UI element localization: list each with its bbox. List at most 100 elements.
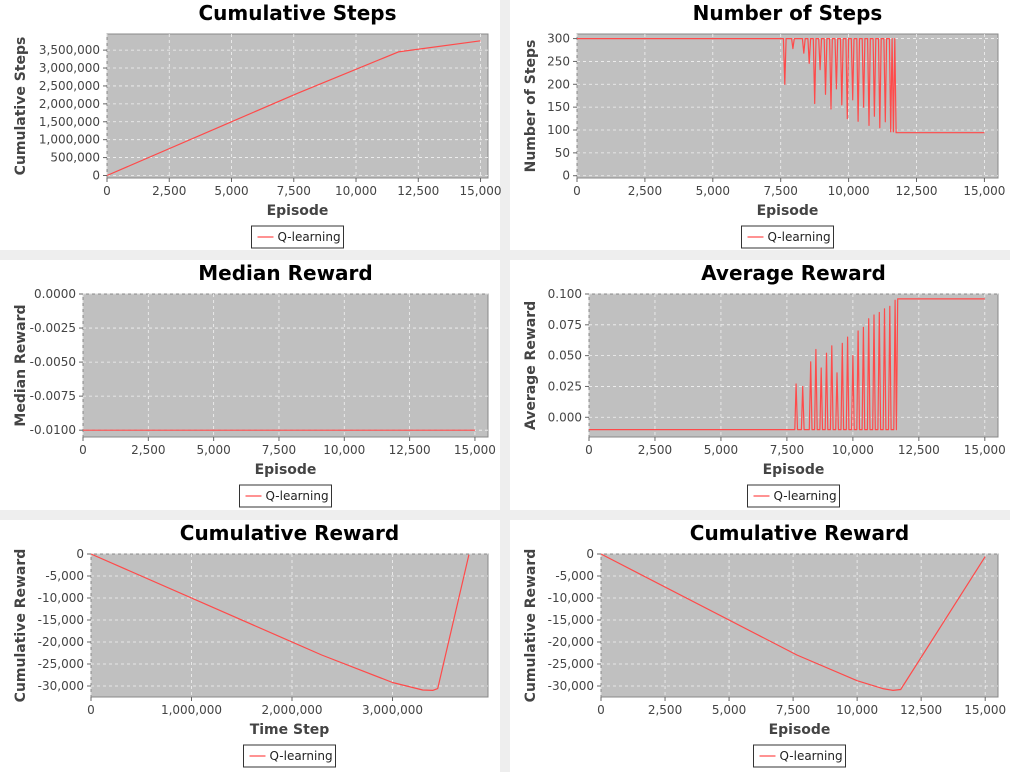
chart-svg: Cumulative Steps 0 2,500 5,000 7,500 10,000 12… — [13, 1, 502, 249]
chart-panel: Number of Steps 0 2,500 5,000 7,500 10,000 12,… — [510, 0, 1010, 250]
x-axis-label: Episode — [267, 203, 329, 219]
plot-area — [588, 293, 999, 438]
chart-svg: Cumulative Reward 0 2,500 5,000 7,500 10,000 1… — [523, 521, 1006, 768]
y-tick-label: -15,000 — [38, 613, 84, 627]
x-tick-label: 2,000,000 — [261, 703, 322, 717]
x-tick-label: 2,500 — [131, 443, 165, 457]
y-tick-label: 2,000,000 — [39, 97, 100, 111]
chart-svg: Number of Steps 0 2,500 5,000 7,500 10,000 12,… — [523, 1, 1005, 249]
y-tick-label: 0 — [562, 169, 570, 183]
x-tick-label: 5,000 — [704, 443, 738, 457]
legend-label: Q-learning — [768, 230, 831, 244]
chart-panel: Average Reward 0 2,500 5,000 7,500 10,000 12,5… — [510, 260, 1010, 510]
y-tick-label: 300 — [547, 32, 570, 46]
x-tick-label: 10,000 — [828, 184, 870, 198]
x-tick-label: 12,500 — [389, 443, 431, 457]
x-axis-label: Episode — [763, 462, 825, 478]
x-tick-label: 12,500 — [898, 443, 940, 457]
y-axis-label: Cumulative Steps — [13, 37, 29, 176]
chart-panel: Median Reward 0 2,500 5,000 7,500 10,000 12,50… — [0, 260, 500, 510]
y-tick-label: -5,000 — [45, 569, 84, 583]
y-tick-label: 500,000 — [50, 151, 100, 165]
x-tick-label: 7,500 — [770, 443, 804, 457]
x-axis-label: Time Step — [250, 722, 330, 738]
y-tick-label: 200 — [547, 77, 570, 91]
y-tick-label: 0.0000 — [34, 287, 76, 301]
x-tick-label: 7,500 — [262, 443, 296, 457]
y-tick-label: 0.025 — [548, 379, 582, 393]
x-tick-label: 15,000 — [964, 703, 1006, 717]
x-tick-label: 12,500 — [397, 184, 439, 198]
y-tick-label: 50 — [555, 146, 570, 160]
y-tick-label: -20,000 — [548, 635, 594, 649]
y-tick-label: 3,500,000 — [39, 43, 100, 57]
x-tick-label: 10,000 — [323, 443, 365, 457]
y-axis-label: Median Reward — [13, 304, 29, 426]
y-tick-label: 0.050 — [548, 349, 582, 363]
x-tick-label: 10,000 — [335, 184, 377, 198]
y-tick-label: 0 — [586, 547, 594, 561]
series-line-q-learning — [106, 40, 481, 177]
chart-title: Cumulative Reward — [690, 521, 909, 545]
y-axis-label: Cumulative Reward — [13, 549, 29, 703]
y-tick-label: -0.0050 — [30, 355, 76, 369]
legend-box — [747, 484, 840, 508]
x-tick-label: 0 — [103, 184, 111, 198]
x-tick-label: 12,500 — [896, 184, 938, 198]
y-tick-label: -0.0025 — [30, 321, 76, 335]
chart-panel: Cumulative Steps 0 2,500 5,000 7,500 10,000 12… — [0, 0, 502, 250]
series-line-q-learning — [90, 553, 470, 691]
plot-area — [106, 33, 489, 179]
x-axis-label: Episode — [255, 462, 317, 478]
x-tick-label: 5,000 — [196, 443, 230, 457]
x-tick-label: 0 — [573, 184, 581, 198]
legend-box — [239, 484, 332, 508]
y-tick-label: -5,000 — [555, 569, 594, 583]
series-line-q-learning — [600, 553, 986, 691]
legend: Q-learning — [251, 225, 344, 249]
chart-panel: Cumulative Reward 0 1,000,000 2,000,000 3,00… — [0, 520, 500, 772]
plot-area — [576, 33, 999, 179]
y-tick-label: -15,000 — [548, 613, 594, 627]
chart-title: Number of Steps — [693, 1, 883, 25]
x-tick-label: 5,000 — [696, 184, 730, 198]
y-tick-label: -20,000 — [38, 635, 84, 649]
y-axis-label: Average Reward — [523, 301, 539, 430]
series-line-q-learning — [577, 37, 985, 134]
y-tick-label: 100 — [547, 123, 570, 137]
y-tick-label: 3,000,000 — [39, 61, 100, 75]
x-axis-label: Episode — [769, 722, 831, 738]
x-axis-label: Episode — [757, 203, 819, 219]
legend-label: Q-learning — [780, 749, 843, 763]
y-tick-label: -0.0100 — [30, 423, 76, 437]
plot-area — [90, 553, 489, 698]
y-tick-label: 250 — [547, 54, 570, 68]
y-tick-label: -25,000 — [38, 657, 84, 671]
x-tick-label: 3,000,000 — [362, 703, 423, 717]
legend-label: Q-learning — [266, 489, 329, 503]
x-tick-label: 0 — [585, 443, 593, 457]
plot-area — [600, 553, 999, 698]
x-tick-label: 10,000 — [836, 703, 878, 717]
x-tick-label: 0 — [87, 703, 95, 717]
legend-box — [741, 225, 834, 249]
x-tick-label: 5,000 — [214, 184, 248, 198]
y-tick-label: 0 — [76, 547, 84, 561]
chart-title: Cumulative Reward — [180, 521, 399, 545]
y-tick-label: -30,000 — [38, 679, 84, 693]
x-tick-label: 15,000 — [460, 184, 502, 198]
y-tick-label: 0.000 — [548, 410, 582, 424]
x-tick-label: 2,500 — [628, 184, 662, 198]
legend-label: Q-learning — [774, 489, 837, 503]
x-tick-label: 2,500 — [638, 443, 672, 457]
x-tick-label: 15,000 — [454, 443, 496, 457]
legend-box — [753, 744, 846, 768]
y-tick-label: 150 — [547, 100, 570, 114]
x-tick-label: 2,500 — [648, 703, 682, 717]
y-tick-label: -10,000 — [38, 591, 84, 605]
y-tick-label: 2,500,000 — [39, 79, 100, 93]
legend: Q-learning — [741, 225, 834, 249]
chart-svg: Average Reward 0 2,500 5,000 7,500 10,000 12,5… — [523, 261, 1006, 508]
legend: Q-learning — [239, 484, 332, 508]
x-tick-label: 10,000 — [832, 443, 874, 457]
